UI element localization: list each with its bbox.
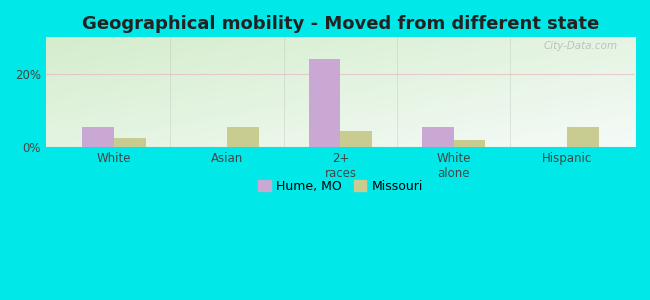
- Bar: [567, 127, 599, 147]
- Legend: Hume, MO, Missouri: Hume, MO, Missouri: [253, 175, 428, 198]
- Bar: [114, 138, 146, 147]
- Bar: [422, 127, 454, 147]
- Bar: [82, 127, 114, 147]
- Bar: [341, 131, 372, 147]
- Bar: [309, 59, 341, 147]
- Title: Geographical mobility - Moved from different state: Geographical mobility - Moved from diffe…: [82, 15, 599, 33]
- Bar: [227, 127, 259, 147]
- Bar: [454, 140, 486, 147]
- Text: City-Data.com: City-Data.com: [543, 40, 618, 51]
